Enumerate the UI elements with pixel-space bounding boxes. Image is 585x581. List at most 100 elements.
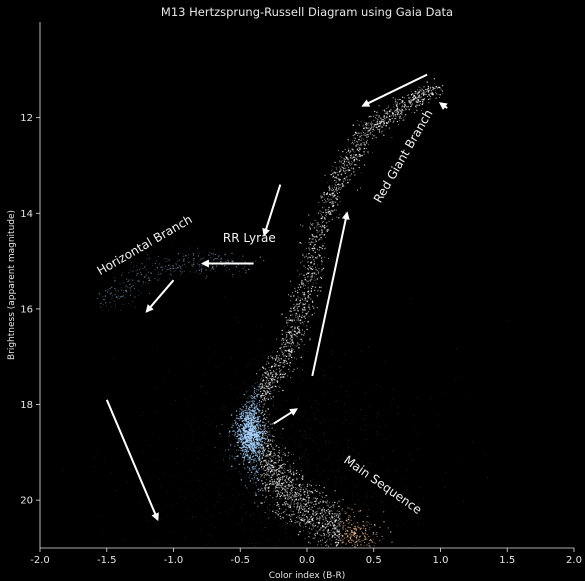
star-point — [358, 483, 360, 484]
star-point — [290, 356, 293, 359]
star-point — [324, 174, 326, 177]
star-point — [337, 465, 339, 467]
star-point — [297, 329, 299, 330]
star-point — [328, 511, 330, 513]
star-point — [329, 187, 331, 190]
star-point — [371, 125, 373, 127]
star-point — [445, 391, 446, 393]
star-point — [442, 93, 444, 95]
star-point — [268, 447, 270, 450]
star-point — [362, 142, 364, 144]
star-point — [375, 512, 377, 514]
star-point — [178, 476, 180, 478]
star-point — [227, 259, 229, 261]
star-point — [334, 183, 336, 185]
star-point — [315, 247, 317, 249]
star-point — [331, 504, 333, 506]
star-point — [313, 514, 315, 516]
star-point — [266, 430, 268, 432]
star-point — [293, 503, 295, 505]
star-point — [280, 494, 283, 496]
star-point — [366, 139, 369, 141]
star-point — [327, 529, 330, 531]
star-point — [334, 527, 337, 529]
star-point — [310, 523, 312, 525]
star-point — [272, 382, 274, 384]
star-point — [292, 489, 293, 491]
star-point — [310, 485, 313, 487]
star-point — [259, 465, 261, 467]
star-point — [245, 355, 247, 357]
star-point — [336, 544, 338, 546]
star-point — [369, 538, 372, 541]
star-point — [271, 427, 273, 429]
star-point — [229, 509, 230, 510]
star-point — [305, 255, 307, 257]
star-point — [247, 446, 249, 448]
star-point — [326, 524, 329, 526]
star-point — [282, 428, 284, 430]
star-point — [268, 431, 270, 433]
star-point — [350, 167, 353, 169]
star-point — [410, 96, 411, 98]
star-point — [263, 395, 265, 397]
star-point — [297, 499, 300, 501]
star-point — [279, 452, 281, 454]
star-point — [294, 326, 296, 328]
star-point — [365, 126, 367, 128]
star-point — [260, 482, 261, 484]
star-point — [310, 516, 312, 519]
star-point — [237, 463, 239, 464]
star-point — [419, 101, 421, 103]
star-point — [421, 98, 423, 101]
star-point — [408, 101, 410, 103]
star-point — [266, 392, 268, 394]
star-point — [251, 395, 253, 397]
star-point — [434, 87, 436, 90]
star-point — [303, 493, 305, 495]
star-point — [359, 545, 361, 547]
star-point — [245, 269, 247, 272]
star-point — [299, 305, 301, 307]
star-point — [260, 390, 262, 393]
star-point — [339, 520, 341, 522]
star-point — [265, 397, 267, 399]
star-point — [266, 438, 268, 440]
star-point — [412, 98, 415, 101]
star-point — [261, 366, 264, 368]
star-point — [268, 367, 270, 369]
star-point — [263, 377, 264, 379]
star-point — [365, 522, 367, 524]
star-point — [352, 134, 354, 137]
star-point — [405, 503, 406, 505]
star-point — [283, 463, 285, 465]
star-point — [325, 218, 327, 220]
star-point — [321, 257, 323, 259]
star-point — [311, 247, 314, 250]
star-point — [328, 258, 329, 259]
star-point — [328, 522, 330, 524]
star-point — [318, 502, 320, 504]
star-point — [291, 484, 293, 486]
star-point — [253, 452, 255, 454]
star-point — [304, 299, 306, 301]
star-point — [381, 133, 382, 135]
star-point — [305, 488, 307, 490]
star-point — [356, 164, 358, 166]
star-point — [277, 454, 279, 457]
star-point — [349, 164, 351, 166]
star-point — [296, 486, 298, 488]
star-point — [163, 377, 165, 379]
star-point — [294, 522, 296, 524]
star-point — [353, 515, 356, 518]
star-point — [242, 462, 244, 464]
star-point — [265, 443, 267, 445]
star-point — [427, 85, 429, 87]
star-point — [196, 447, 198, 449]
star-point — [199, 266, 201, 268]
star-point — [236, 449, 237, 451]
star-point — [125, 285, 127, 287]
star-point — [299, 483, 302, 486]
star-point — [339, 179, 341, 181]
star-point — [144, 439, 146, 441]
